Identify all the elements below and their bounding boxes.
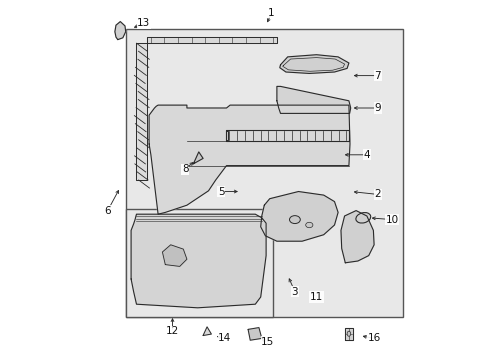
Polygon shape <box>149 105 349 214</box>
Text: 16: 16 <box>366 333 380 343</box>
Ellipse shape <box>355 212 370 223</box>
Polygon shape <box>136 43 147 180</box>
Polygon shape <box>279 55 348 73</box>
Text: 15: 15 <box>261 337 274 347</box>
Text: 1: 1 <box>267 8 274 18</box>
Polygon shape <box>260 192 337 241</box>
Text: 3: 3 <box>291 287 298 297</box>
Text: 8: 8 <box>182 164 188 174</box>
Polygon shape <box>193 152 203 164</box>
Polygon shape <box>203 327 211 336</box>
Text: 12: 12 <box>165 326 179 336</box>
Text: 14: 14 <box>218 333 231 343</box>
Ellipse shape <box>305 222 312 228</box>
Bar <box>125 29 402 317</box>
Polygon shape <box>147 37 276 43</box>
Ellipse shape <box>289 216 300 224</box>
Text: 4: 4 <box>363 150 369 160</box>
Text: 5: 5 <box>217 186 224 197</box>
Text: 9: 9 <box>374 103 380 113</box>
Polygon shape <box>226 131 228 140</box>
Polygon shape <box>276 86 350 113</box>
Text: 11: 11 <box>309 292 323 302</box>
Ellipse shape <box>346 331 350 336</box>
Polygon shape <box>247 328 261 340</box>
Text: 6: 6 <box>104 206 111 216</box>
Polygon shape <box>345 328 352 340</box>
Text: 2: 2 <box>374 189 380 199</box>
Polygon shape <box>226 130 348 141</box>
Text: 10: 10 <box>385 215 398 225</box>
Polygon shape <box>115 22 125 40</box>
Bar <box>125 209 273 317</box>
Polygon shape <box>131 214 265 308</box>
Polygon shape <box>162 245 186 266</box>
Text: 7: 7 <box>374 71 380 81</box>
Text: 13: 13 <box>137 18 150 28</box>
Polygon shape <box>340 211 373 263</box>
